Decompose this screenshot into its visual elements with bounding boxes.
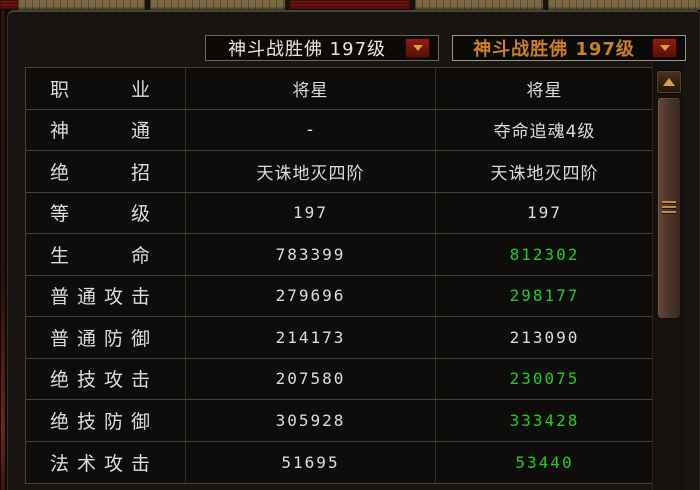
character-select-left-value: 神斗战胜佛 197级	[227, 39, 387, 60]
stat-value-right: 333428	[509, 410, 580, 430]
dropdown-arrow-icon	[659, 45, 670, 51]
stat-label: 普通攻击	[50, 286, 150, 309]
game-background-strip	[0, 0, 700, 10]
dropdown-button[interactable]	[652, 38, 677, 58]
stat-label: 生命	[50, 244, 150, 267]
stat-label-cell: 法术攻击	[26, 441, 186, 483]
table-row: 生命 783399 812302	[26, 234, 653, 276]
stat-value-left: -	[186, 109, 436, 150]
character-select-left[interactable]: 神斗战胜佛 197级	[205, 35, 439, 61]
table-row: 普通防御 214173 213090	[26, 317, 653, 359]
character-select-right-value: 神斗战胜佛 197级	[473, 39, 635, 60]
arrow-up-icon	[663, 78, 675, 86]
bg-block	[150, 0, 285, 10]
stat-value-right: 812302	[509, 244, 580, 264]
stat-value-left: 197	[186, 192, 436, 233]
stat-value-right: 夺命追魂4级	[493, 122, 596, 143]
stat-value-right: 53440	[515, 452, 574, 472]
dropdown-arrow-icon	[412, 45, 423, 51]
bg-gap	[285, 0, 290, 10]
bg-block	[0, 0, 18, 10]
stat-label-cell: 普通防御	[26, 317, 186, 358]
stat-value-left: 将星	[186, 68, 436, 109]
table-row: 职业 将星 将星	[26, 68, 653, 110]
table-row: 等级 197 197	[26, 192, 653, 234]
stat-value-right: 将星	[526, 80, 563, 101]
stat-label-cell: 神通	[26, 109, 186, 150]
stat-value-left: 天诛地灭四阶	[186, 151, 436, 192]
stat-value-left: 51695	[186, 441, 436, 483]
stat-value-left: 207580	[186, 358, 436, 399]
table-row: 绝招 天诛地灭四阶 天诛地灭四阶	[26, 151, 653, 193]
table-row: 普通攻击 279696 298177	[26, 275, 653, 317]
stat-label: 绝招	[50, 161, 150, 184]
stat-label: 普通防御	[50, 327, 150, 350]
table-row: 绝技攻击 207580 230075	[26, 358, 653, 400]
character-select-right[interactable]: 神斗战胜佛 197级	[452, 35, 686, 61]
stat-value-right: 197	[527, 203, 562, 223]
background-left-edge	[1, 10, 5, 490]
stat-label: 绝技攻击	[50, 369, 150, 392]
scrollbar-thumb[interactable]	[657, 97, 681, 319]
bg-block	[18, 0, 145, 10]
stat-value-right: 213090	[509, 327, 580, 347]
stat-label: 绝技防御	[50, 410, 150, 433]
scrollbar-track[interactable]	[652, 62, 683, 490]
scrollbar-up-button[interactable]	[656, 70, 682, 94]
stat-value-right: 天诛地灭四阶	[490, 163, 599, 184]
stat-value-left: 279696	[186, 275, 436, 316]
stat-label-cell: 绝技防御	[26, 400, 186, 441]
bg-gap	[410, 0, 415, 10]
stat-label-cell: 职业	[26, 68, 186, 109]
stat-value-right: 230075	[509, 369, 580, 389]
stat-label-cell: 等级	[26, 192, 186, 233]
bg-gap	[145, 0, 150, 10]
stat-value-left: 783399	[186, 234, 436, 275]
stat-value-left: 305928	[186, 400, 436, 441]
table-row: 神通 - 夺命追魂4级	[26, 109, 653, 151]
bg-block	[548, 0, 700, 10]
table-row: 绝技防御 305928 333428	[26, 400, 653, 442]
stat-label: 职业	[50, 78, 150, 101]
stat-value-left: 214173	[186, 317, 436, 358]
bg-block	[290, 0, 410, 10]
stat-label-cell: 普通攻击	[26, 275, 186, 316]
stat-label-cell: 绝招	[26, 151, 186, 192]
scrollbar-grip-icon	[662, 201, 676, 213]
table-row: 法术攻击 51695 53440	[26, 441, 653, 483]
bg-block	[415, 0, 543, 10]
stats-table: 职业 将星 将星 神通 - 夺命追魂4级 绝招 天诛地灭四阶 天诛地灭四阶 等级…	[25, 67, 654, 484]
stat-value-right: 298177	[509, 286, 580, 306]
dropdown-button[interactable]	[405, 38, 430, 58]
stat-label: 法术攻击	[50, 452, 150, 475]
bg-gap	[543, 0, 548, 10]
stat-label: 等级	[50, 203, 150, 226]
stat-label-cell: 绝技攻击	[26, 358, 186, 399]
stat-label: 神通	[50, 120, 150, 143]
stat-label-cell: 生命	[26, 234, 186, 275]
